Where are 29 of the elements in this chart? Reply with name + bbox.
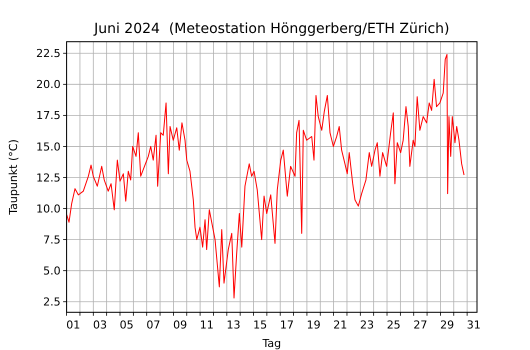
x-tick-label: 19 [306, 318, 321, 332]
x-tick-label: 05 [120, 318, 134, 332]
x-tick-label: 31 [466, 318, 481, 332]
x-tick-label: 25 [386, 318, 401, 332]
x-tick-label: 15 [253, 318, 268, 332]
x-tick-label: 09 [173, 318, 188, 332]
y-tick-label: 10.0 [36, 202, 61, 216]
x-tick-label: 29 [440, 318, 454, 332]
x-tick-label: 07 [146, 318, 160, 332]
y-axis-title: Taupunkt (°C) [7, 139, 20, 216]
y-tick-label: 20.0 [36, 78, 61, 92]
chart-title: Juni 2024 (Meteostation Hönggerberg/ETH Zürich) [93, 21, 450, 37]
y-tick-label: 15.0 [36, 140, 61, 154]
x-tick-label: 21 [333, 318, 348, 332]
y-tick-label: 22.5 [36, 47, 61, 60]
x-tick-label: 27 [413, 318, 428, 332]
y-tick-label: 5.0 [43, 264, 61, 278]
x-tick-label: 01 [66, 318, 80, 332]
x-tick-label: 11 [200, 318, 214, 332]
x-axis-title: Tag [261, 337, 282, 350]
y-tick-label: 7.5 [43, 233, 61, 246]
x-tick-label: 13 [226, 318, 240, 332]
x-tick-label: 17 [280, 318, 294, 332]
y-tick-label: 2.5 [43, 296, 61, 309]
x-tick-label: 03 [92, 318, 107, 332]
y-tick-label: 17.5 [36, 109, 61, 122]
x-tick-label: 23 [360, 318, 374, 332]
line-series [66, 54, 465, 299]
y-tick-label: 12.5 [36, 171, 61, 184]
